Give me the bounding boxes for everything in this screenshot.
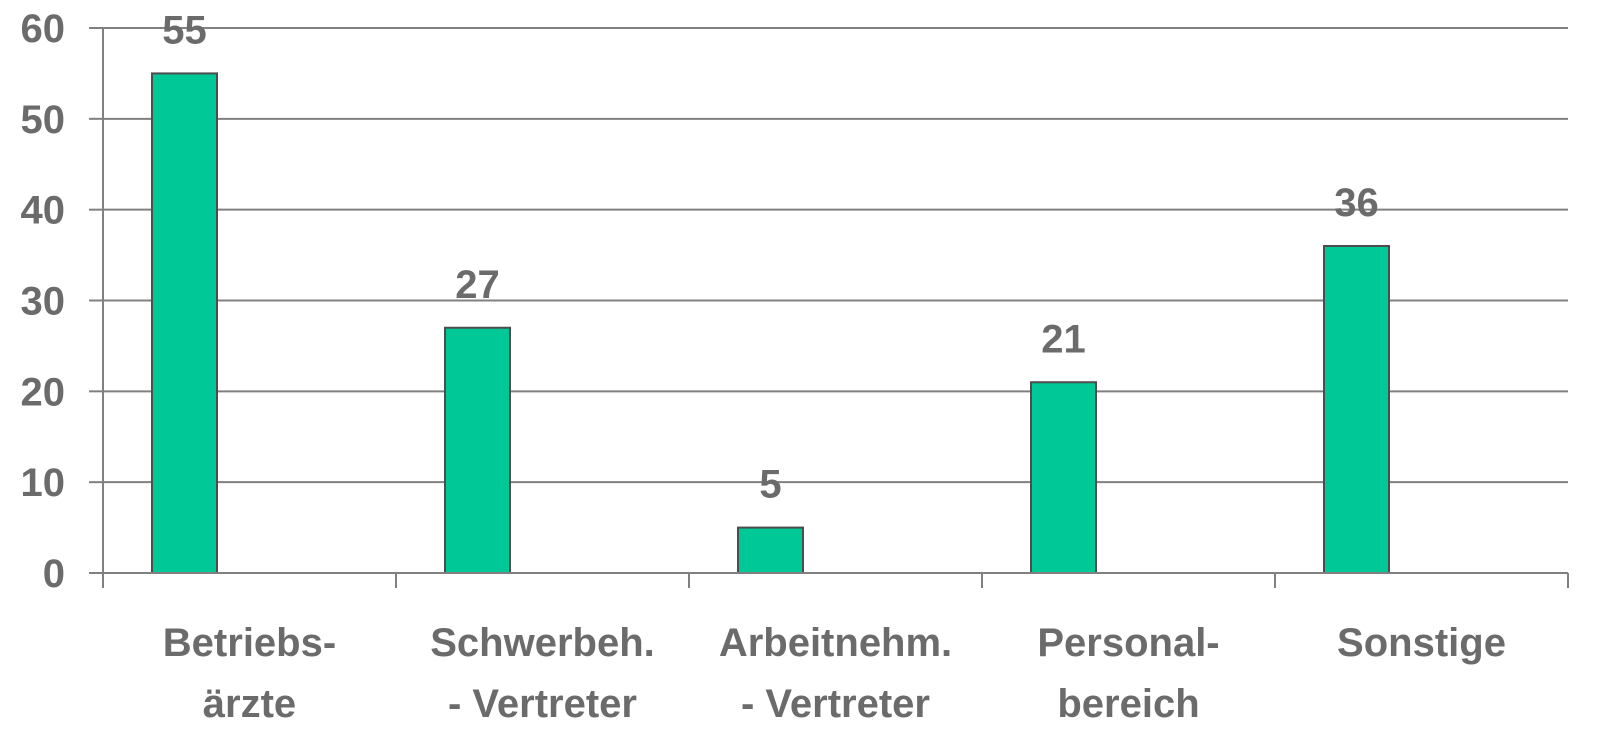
axes <box>89 27 1569 588</box>
y-tick-label: 50 <box>21 98 66 142</box>
y-tick-labels: 0 10 20 30 40 50 60 <box>21 7 66 596</box>
data-labels: 55 27 5 21 36 <box>162 8 1379 506</box>
y-tick-label: 10 <box>21 461 66 505</box>
x-category-label: - Vertreter <box>448 682 637 726</box>
bar <box>151 72 218 575</box>
data-label: 27 <box>455 263 500 307</box>
x-category-label: ärzte <box>203 682 296 726</box>
y-tick-label: 20 <box>21 370 66 414</box>
x-category-label: Arbeitnehm. <box>719 621 952 665</box>
data-label: 36 <box>1334 181 1379 225</box>
bar <box>1323 245 1390 574</box>
x-category-label: Schwerbeh. <box>430 621 655 665</box>
x-category-label: Personal- <box>1037 621 1219 665</box>
bars <box>151 72 1390 575</box>
y-tick-label: 60 <box>21 7 66 51</box>
bar <box>1030 381 1097 574</box>
x-category-label: bereich <box>1057 682 1199 726</box>
x-category-label: Betriebs- <box>163 621 336 665</box>
y-tick-label: 40 <box>21 189 66 233</box>
y-tick-label: 30 <box>21 280 66 324</box>
y-tick-label: 0 <box>43 552 65 596</box>
x-category-labels: Betriebs-ärzte Schwerbeh. - Vertreter Arbei… <box>163 621 1506 726</box>
bar <box>444 326 511 574</box>
x-category-label: Sonstige <box>1337 621 1506 665</box>
bar <box>737 526 804 574</box>
data-label: 55 <box>162 8 207 52</box>
x-category-label: - Vertreter <box>741 682 930 726</box>
data-label: 21 <box>1041 317 1086 361</box>
data-label: 5 <box>759 463 781 507</box>
